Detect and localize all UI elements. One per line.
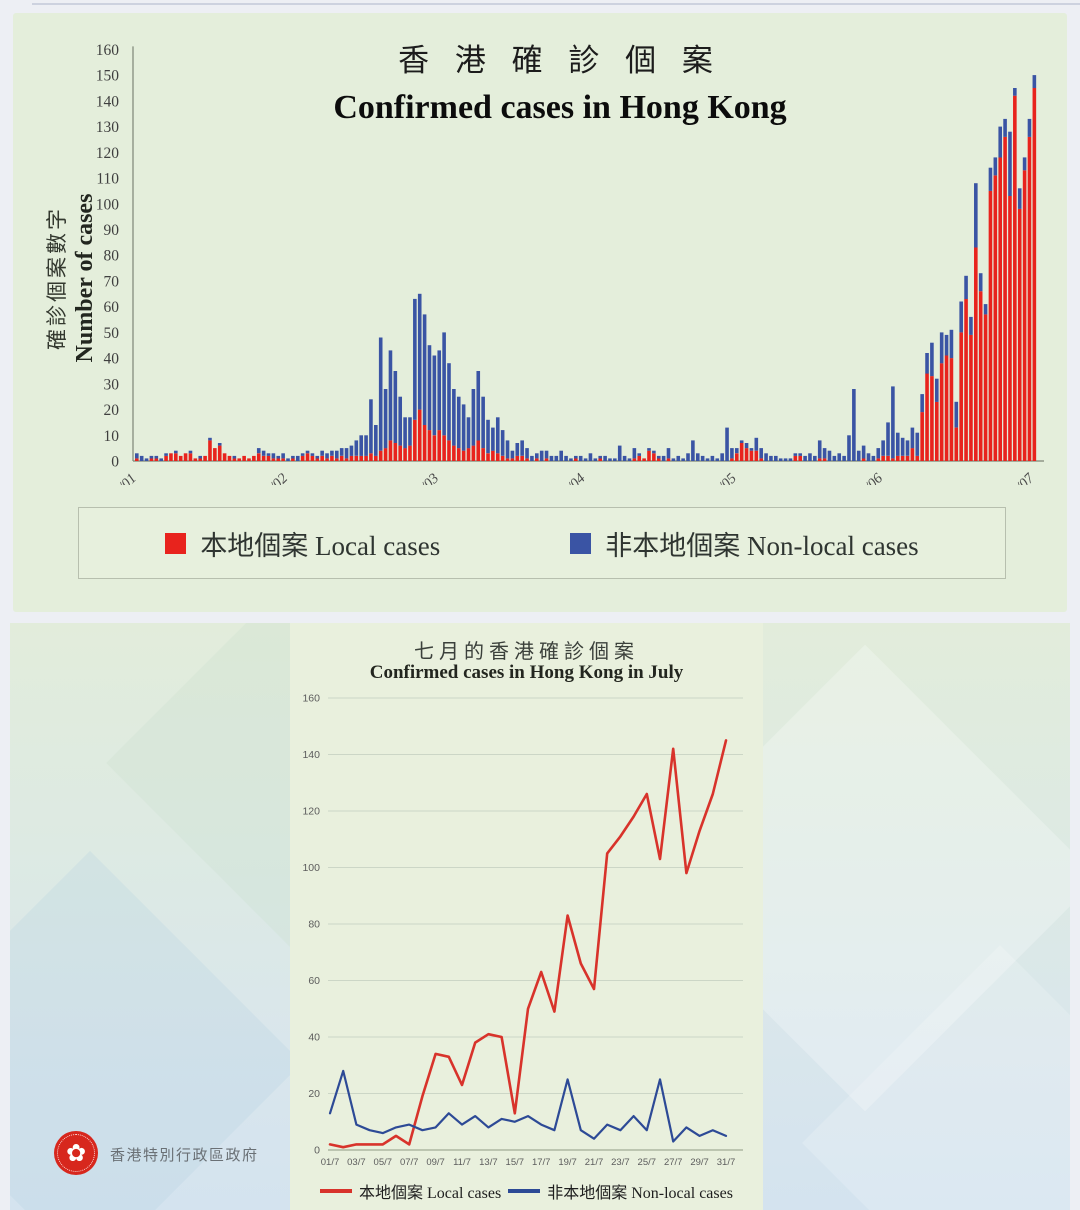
- svg-text:160: 160: [302, 693, 320, 705]
- svg-text:21/7: 21/7: [585, 1157, 604, 1168]
- svg-text:15/7: 15/7: [506, 1157, 525, 1168]
- chart1-title-zh: 香 港 確 診 個 案: [398, 43, 722, 78]
- svg-text:80: 80: [308, 919, 320, 931]
- local-cases-swatch-icon: [165, 532, 187, 554]
- svg-text:30: 30: [104, 376, 120, 393]
- svg-text:160: 160: [96, 42, 120, 59]
- svg-text:01/7: 01/7: [321, 1157, 340, 1168]
- svg-text:130: 130: [96, 119, 120, 136]
- svg-text:60: 60: [104, 299, 120, 316]
- emblem-ring: [57, 1134, 95, 1172]
- svg-text:25/7: 25/7: [638, 1157, 657, 1168]
- local-line-swatch-icon: [320, 1189, 353, 1193]
- svg-text:31/7: 31/7: [717, 1157, 736, 1168]
- nonlocal-cases-swatch-icon: [570, 532, 592, 554]
- svg-text:110: 110: [96, 171, 119, 188]
- svg-text:150: 150: [96, 68, 120, 85]
- hksar-government-emblem: ✿: [54, 1131, 98, 1175]
- svg-text:19/7: 19/7: [558, 1157, 577, 1168]
- svg-text:90: 90: [104, 222, 120, 239]
- svg-text:29/01: 29/01: [105, 471, 140, 485]
- svg-text:20: 20: [104, 402, 120, 419]
- nonlocal-line-swatch-icon: [508, 1189, 541, 1193]
- svg-text:11/7: 11/7: [453, 1157, 471, 1168]
- svg-text:23/7: 23/7: [611, 1157, 630, 1168]
- local-cases-legend-label: 本地個案 Local cases: [200, 530, 441, 561]
- svg-text:13/7: 13/7: [479, 1157, 498, 1168]
- svg-text:40: 40: [308, 1032, 320, 1044]
- chart2-title-zh: 七月的香港確診個案: [414, 641, 639, 663]
- svg-text:120: 120: [302, 806, 320, 818]
- chart2-title-en: Confirmed cases in Hong Kong in July: [369, 662, 684, 683]
- svg-text:17/7: 17/7: [532, 1157, 551, 1168]
- svg-text:0: 0: [314, 1145, 320, 1157]
- local-line-legend-label: 本地個案 Local cases: [359, 1185, 502, 1202]
- svg-text:31/07: 31/07: [1002, 470, 1038, 485]
- svg-text:29/02: 29/02: [256, 471, 291, 485]
- svg-text:20: 20: [308, 1088, 320, 1100]
- july-cases-line-chart: 0 20 40 60 80 100 120 140 160 01/7 03/7 05/7 07/7 09/…: [302, 693, 743, 1168]
- svg-text:27/7: 27/7: [664, 1157, 683, 1168]
- legend-item-nonlocal: 非本地個案 Non-local cases: [570, 524, 919, 563]
- confirmed-cases-bar-chart: 0 10 20 30 40 50 60 70 80 90 100 110 120 130 140 150 160…: [96, 42, 1044, 485]
- svg-text:05/7: 05/7: [374, 1157, 393, 1168]
- svg-text:03/7: 03/7: [347, 1157, 366, 1168]
- svg-text:31/05: 31/05: [704, 471, 739, 485]
- svg-text:120: 120: [96, 145, 120, 162]
- svg-text:29/7: 29/7: [690, 1157, 709, 1168]
- svg-text:60: 60: [308, 975, 320, 987]
- legend-item-local: 本地個案 Local cases: [165, 524, 440, 563]
- top-edge-divider: [32, 3, 1080, 5]
- chart2-legend: 本地個案 Local cases 非本地個案 Non-local cases: [290, 1179, 763, 1203]
- chart1-title-en: Confirmed cases in Hong Kong: [333, 89, 787, 126]
- july-cases-panel: 七月的香港確診個案 Confirmed cases in Hong Kong i…: [10, 623, 1070, 1210]
- july-chart-card: 七月的香港確診個案 Confirmed cases in Hong Kong i…: [290, 623, 763, 1210]
- svg-text:100: 100: [96, 196, 120, 213]
- svg-text:100: 100: [302, 862, 320, 874]
- daily-cases-panel: 香 港 確 診 個 案 Confirmed cases in Hong Kong…: [13, 13, 1067, 612]
- svg-text:09/7: 09/7: [426, 1157, 445, 1168]
- svg-text:07/7: 07/7: [400, 1157, 419, 1168]
- svg-text:70: 70: [104, 273, 120, 290]
- svg-text:40: 40: [104, 351, 120, 368]
- svg-text:0: 0: [111, 454, 119, 471]
- svg-text:10: 10: [104, 428, 120, 445]
- nonlocal-line-legend-label: 非本地個案 Non-local cases: [547, 1185, 733, 1202]
- hksar-government-name: 香港特別行政區政府: [110, 1147, 259, 1164]
- svg-text:140: 140: [302, 749, 320, 761]
- svg-text:31/03: 31/03: [407, 471, 442, 485]
- svg-text:30/06: 30/06: [851, 470, 887, 485]
- svg-text:50: 50: [104, 325, 120, 342]
- chart1-legend: 本地個案 Local cases 非本地個案 Non-local cases: [78, 507, 1006, 579]
- svg-text:30/04: 30/04: [553, 471, 588, 485]
- nonlocal-cases-legend-label: 非本地個案 Non-local cases: [605, 530, 919, 561]
- svg-text:80: 80: [104, 248, 120, 265]
- svg-text:140: 140: [96, 93, 120, 110]
